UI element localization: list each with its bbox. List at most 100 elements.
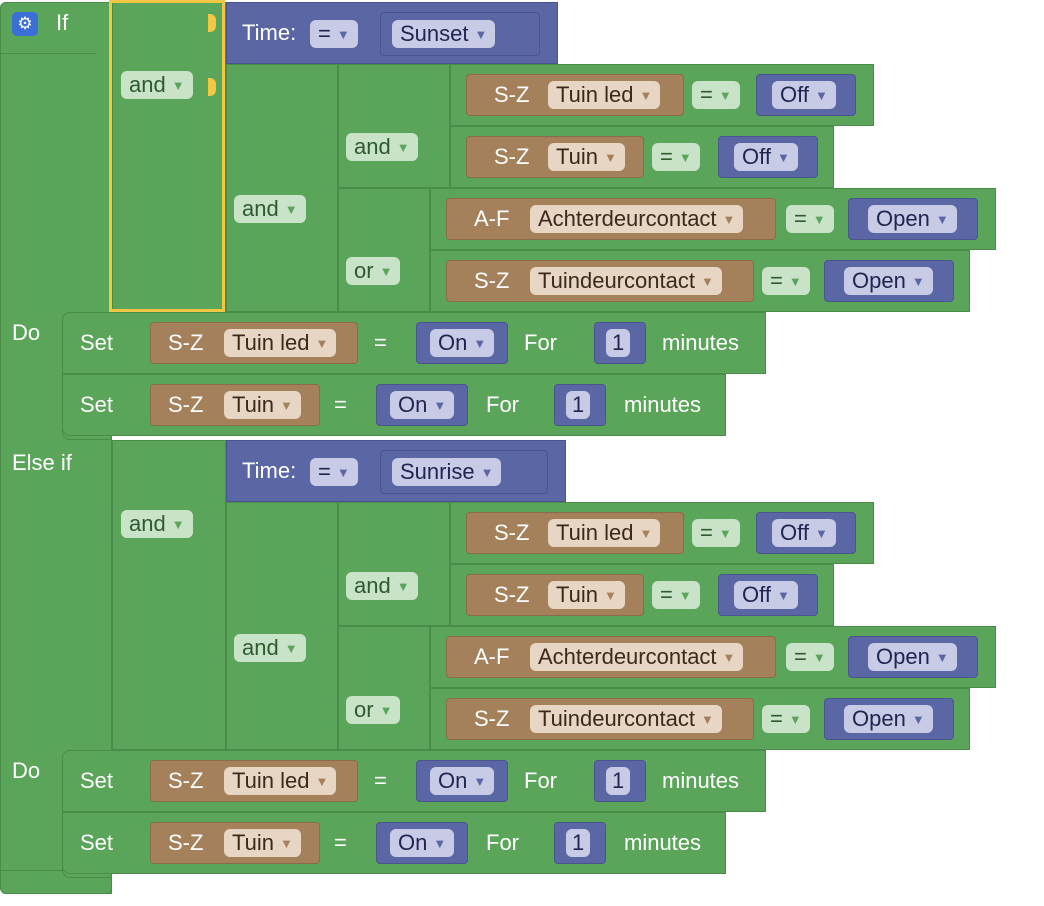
set-label: Set — [80, 830, 114, 855]
equals-label: = — [374, 768, 387, 793]
device-type-label: S-Z — [494, 144, 530, 169]
minutes-label: minutes — [662, 330, 740, 355]
chevron-down-icon: ▼ — [473, 774, 487, 789]
condition-and-block[interactable] — [226, 502, 338, 750]
chevron-down-icon: ▼ — [678, 588, 692, 603]
value-dropdown[interactable]: On ▼ — [390, 391, 455, 419]
and-operator-dropdown[interactable]: and ▼ — [346, 133, 418, 161]
condition-and-block[interactable] — [338, 502, 450, 626]
chevron-down-icon: ▼ — [480, 465, 494, 480]
chevron-down-icon: ▼ — [814, 88, 828, 103]
value-dropdown[interactable]: Off ▼ — [772, 81, 836, 109]
device-dropdown[interactable]: Achterdeurcontact ▼ — [530, 205, 744, 233]
chevron-down-icon: ▼ — [722, 650, 736, 665]
time-label: Time: — [242, 458, 297, 483]
compare-operator-dropdown[interactable]: = ▼ — [762, 705, 810, 733]
device-type-label: S-Z — [474, 706, 510, 731]
device-dropdown[interactable]: Tuin led ▼ — [548, 81, 661, 109]
device-dropdown[interactable]: Tuin led ▼ — [224, 329, 337, 357]
if-block-bottom — [0, 870, 112, 894]
condition-and-block[interactable] — [226, 64, 338, 312]
and-operator-dropdown[interactable]: and ▼ — [346, 572, 418, 600]
device-dropdown[interactable]: Tuin ▼ — [224, 829, 301, 857]
and-operator-dropdown[interactable]: and ▼ — [121, 510, 193, 538]
chevron-down-icon: ▼ — [812, 212, 826, 227]
value-dropdown[interactable]: On ▼ — [430, 767, 495, 795]
chevron-down-icon: ▼ — [336, 465, 350, 480]
device-type-label: S-Z — [494, 520, 530, 545]
duration-input[interactable]: 1 — [606, 767, 631, 795]
value-dropdown[interactable]: Off ▼ — [734, 143, 798, 171]
gear-icon[interactable]: ⚙ — [12, 12, 38, 36]
chevron-down-icon: ▼ — [284, 202, 298, 217]
chevron-down-icon: ▼ — [639, 526, 653, 541]
device-dropdown[interactable]: Tuin led ▼ — [548, 519, 661, 547]
compare-operator-dropdown[interactable]: = ▼ — [692, 519, 740, 547]
chevron-down-icon: ▼ — [678, 150, 692, 165]
condition-and-block[interactable] — [112, 2, 226, 312]
condition-and-block[interactable] — [112, 440, 226, 750]
device-dropdown[interactable]: Tuin ▼ — [548, 581, 625, 609]
time-operator-dropdown[interactable]: = ▼ — [310, 20, 358, 48]
chevron-down-icon: ▼ — [279, 398, 293, 413]
device-dropdown[interactable]: Tuin ▼ — [224, 391, 301, 419]
time-value-dropdown[interactable]: Sunrise ▼ — [392, 458, 502, 486]
duration-input[interactable]: 1 — [566, 391, 591, 419]
chevron-down-icon: ▼ — [336, 27, 350, 42]
or-operator-dropdown[interactable]: or ▼ — [346, 257, 401, 285]
compare-operator-dropdown[interactable]: = ▼ — [692, 81, 740, 109]
chevron-down-icon: ▼ — [718, 526, 732, 541]
value-dropdown[interactable]: Off ▼ — [734, 581, 798, 609]
value-dropdown[interactable]: Open ▼ — [844, 705, 933, 733]
for-label: For — [486, 392, 519, 417]
equals-label: = — [374, 330, 387, 355]
do-label: Do — [12, 320, 41, 345]
value-dropdown[interactable]: On ▼ — [390, 829, 455, 857]
connector — [208, 78, 216, 96]
compare-operator-dropdown[interactable]: = ▼ — [762, 267, 810, 295]
compare-operator-dropdown[interactable]: = ▼ — [786, 643, 834, 671]
time-operator-dropdown[interactable]: = ▼ — [310, 458, 358, 486]
device-dropdown[interactable]: Tuin ▼ — [548, 143, 625, 171]
value-dropdown[interactable]: On ▼ — [430, 329, 495, 357]
for-label: For — [524, 768, 557, 793]
and-operator-dropdown[interactable]: and ▼ — [234, 195, 306, 223]
duration-input[interactable]: 1 — [566, 829, 591, 857]
chevron-down-icon: ▼ — [379, 264, 393, 279]
condition-and-block[interactable] — [338, 64, 450, 188]
if-block[interactable] — [0, 2, 112, 894]
minutes-label: minutes — [624, 830, 702, 855]
value-dropdown[interactable]: Open ▼ — [868, 205, 957, 233]
value-dropdown[interactable]: Open ▼ — [844, 267, 933, 295]
chevron-down-icon: ▼ — [911, 712, 925, 727]
compare-operator-dropdown[interactable]: = ▼ — [652, 143, 700, 171]
condition-or-block[interactable] — [338, 188, 430, 312]
compare-operator-dropdown[interactable]: = ▼ — [652, 581, 700, 609]
or-operator-dropdown[interactable]: or ▼ — [346, 696, 401, 724]
chevron-down-icon: ▼ — [433, 398, 447, 413]
minutes-label: minutes — [662, 768, 740, 793]
compare-operator-dropdown[interactable]: = ▼ — [786, 205, 834, 233]
and-operator-dropdown[interactable]: and ▼ — [121, 71, 193, 99]
device-dropdown[interactable]: Achterdeurcontact ▼ — [530, 643, 744, 671]
value-dropdown[interactable]: Open ▼ — [868, 643, 957, 671]
duration-block[interactable] — [594, 760, 646, 802]
chevron-down-icon: ▼ — [279, 836, 293, 851]
device-dropdown[interactable]: Tuindeurcontact ▼ — [530, 705, 722, 733]
chevron-down-icon: ▼ — [433, 836, 447, 851]
time-value-dropdown[interactable]: Sunset ▼ — [392, 20, 496, 48]
and-operator-dropdown[interactable]: and ▼ — [234, 634, 306, 662]
device-dropdown[interactable]: Tuin led ▼ — [224, 767, 337, 795]
chevron-down-icon: ▼ — [935, 650, 949, 665]
condition-or-block[interactable] — [338, 626, 430, 750]
device-dropdown[interactable]: Tuindeurcontact ▼ — [530, 267, 722, 295]
chevron-down-icon: ▼ — [700, 712, 714, 727]
chevron-down-icon: ▼ — [284, 641, 298, 656]
value-dropdown[interactable]: Off ▼ — [772, 519, 836, 547]
chevron-down-icon: ▼ — [474, 27, 488, 42]
device-type-label: A-F — [474, 644, 510, 669]
chevron-down-icon: ▼ — [396, 579, 410, 594]
device-type-label: S-Z — [494, 82, 530, 107]
chevron-down-icon: ▼ — [788, 712, 802, 727]
duration-input[interactable]: 1 — [606, 329, 631, 357]
